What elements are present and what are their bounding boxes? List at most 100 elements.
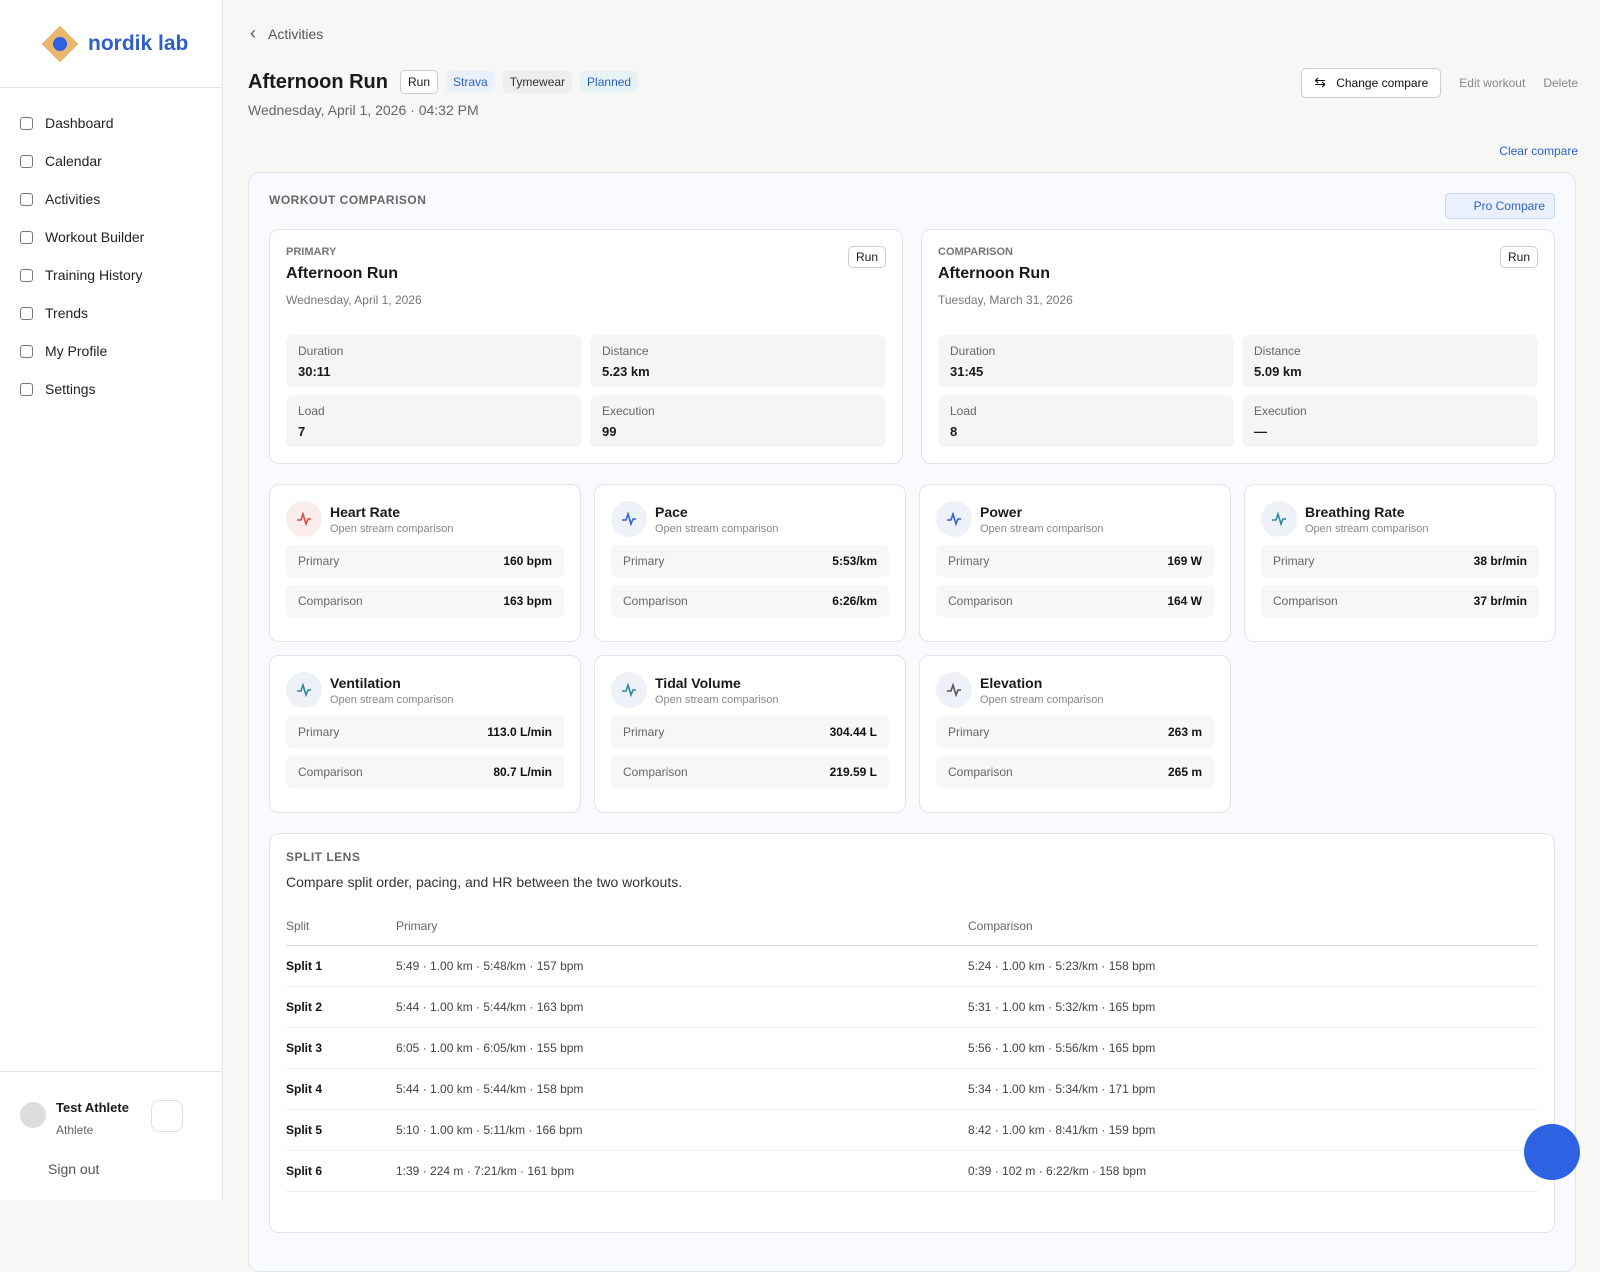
stat-label: Load — [298, 404, 325, 418]
nav-label: Trends — [45, 305, 89, 321]
table-row: Split 2 5:44 · 1.00 km · 5:44/km · 163 bp… — [286, 987, 1538, 1028]
nav-label: Activities — [45, 191, 101, 207]
stream-name: Pace — [655, 503, 688, 520]
stream-name: Elevation — [980, 674, 1043, 691]
workout-title: Afternoon Run — [938, 265, 1050, 282]
user-role: Athlete — [56, 1123, 94, 1137]
row-label: Comparison — [623, 765, 688, 779]
stat: Execution 99 — [590, 395, 886, 447]
stream-name: Ventilation — [330, 674, 401, 691]
nav-item[interactable]: Dashboard — [0, 104, 222, 142]
row-label: Comparison — [298, 594, 363, 608]
nav-item[interactable]: Training History — [0, 256, 222, 294]
tag: Planned — [580, 71, 639, 93]
stream-name: Tidal Volume — [655, 674, 741, 691]
row-label: Primary — [623, 725, 665, 739]
stream-row: Primary 160 bpm — [286, 545, 564, 577]
row-value: 38 br/min — [1473, 554, 1527, 568]
fab[interactable] — [1524, 1124, 1580, 1180]
nav-icon — [20, 344, 33, 358]
comparison-panel: WORKOUT COMPARISON Pro Compare PRIMARY Ru… — [248, 172, 1576, 1272]
stream-card[interactable]: Heart Rate Open stream comparison Primary 1… — [269, 484, 581, 642]
row-label: Primary — [948, 554, 990, 568]
row-label: Primary — [948, 725, 990, 739]
stat: Duration 30:11 — [286, 335, 582, 387]
stream-card[interactable]: Pace Open stream comparison Primary 5:53/km… — [594, 484, 906, 642]
action-button[interactable]: Edit workout — [1459, 76, 1526, 90]
stat: Duration 31:45 — [938, 335, 1234, 387]
stat-label: Distance — [1254, 344, 1301, 358]
nav-item[interactable]: Calendar — [0, 142, 222, 180]
nav-item[interactable]: My Profile — [0, 332, 222, 370]
nav-icon — [20, 154, 33, 168]
icon — [947, 682, 961, 698]
back-link[interactable]: Activities — [248, 23, 323, 44]
stream-head: Tidal Volume Open stream comparison — [611, 672, 889, 708]
actions: Change compare Edit workout Delete — [1301, 68, 1578, 98]
workout-card: COMPARISON Run Afternoon Run Tuesday, March… — [921, 229, 1555, 464]
split-lens: SPLIT LENS Compare split order, pacing, … — [269, 833, 1555, 1233]
stream-title: Power Open stream comparison — [980, 504, 1104, 535]
stat-label: Distance — [602, 344, 649, 358]
table-row: Split 4 5:44 · 1.00 km · 5:44/km · 158 bp… — [286, 1069, 1538, 1110]
table-cell: Split 6 — [286, 1164, 323, 1178]
workout-card: PRIMARY Run Afternoon Run Wednesday, April … — [269, 229, 903, 464]
row-label: Primary — [1273, 554, 1315, 568]
stream-card[interactable]: Ventilation Open stream comparison Primary… — [269, 655, 581, 813]
nav-label: My Profile — [45, 343, 108, 359]
sidebar: nordik lab Dashboard Calendar Activities Wo… — [0, 0, 223, 1200]
stat: Load 8 — [938, 395, 1234, 447]
stream-head: Breathing Rate Open stream comparison — [1261, 501, 1539, 537]
stat-value: 31:45 — [950, 364, 984, 379]
action-button[interactable]: Delete — [1543, 76, 1578, 90]
stream-name: Power — [980, 503, 1023, 520]
stream-icon — [286, 501, 322, 537]
clear-compare[interactable]: Clear compare — [1499, 144, 1578, 158]
nav-item[interactable]: Activities — [0, 180, 222, 218]
sidebar-footer: Test Athlete Athlete Sign out — [0, 1071, 222, 1177]
icon — [622, 511, 636, 527]
stream-row: Comparison 37 br/min — [1261, 585, 1539, 617]
stream-icon — [936, 672, 972, 708]
nav-item[interactable]: Settings — [0, 370, 222, 408]
logo[interactable]: nordik lab — [0, 0, 222, 88]
stream-row: Primary 38 br/min — [1261, 545, 1539, 577]
table-cell: Split 3 — [286, 1041, 323, 1055]
table-row: Split 6 1:39 · 224 m · 7:21/km · 161 bpm 0… — [286, 1151, 1538, 1192]
row-value: 37 br/min — [1473, 594, 1527, 608]
stream-name: Heart Rate — [330, 503, 401, 520]
stat-label: Load — [950, 404, 977, 418]
column-header: Primary — [396, 918, 438, 933]
sign-out[interactable]: Sign out — [48, 1161, 100, 1177]
stream-card[interactable]: Breathing Rate Open stream comparison Prim… — [1244, 484, 1556, 642]
stream-subtitle: Open stream comparison — [1305, 522, 1429, 535]
notifications[interactable] — [150, 1100, 183, 1132]
stat: Distance 5.23 km — [590, 335, 886, 387]
nav-item[interactable]: Trends — [0, 294, 222, 332]
stream-card[interactable]: Elevation Open stream comparison Primary 26… — [919, 655, 1231, 813]
stream-subtitle: Open stream comparison — [655, 522, 779, 535]
action-button[interactable]: Change compare — [1301, 68, 1442, 98]
stream-card[interactable]: Tidal Volume Open stream comparison Primar… — [594, 655, 906, 813]
stat-value: 7 — [298, 424, 306, 439]
stream-title: Heart Rate Open stream comparison — [330, 504, 454, 535]
table-cell: Split 1 — [286, 959, 323, 973]
nav-item[interactable]: Workout Builder — [0, 218, 222, 256]
stream-head: Elevation Open stream comparison — [936, 672, 1214, 708]
pro-compare[interactable]: Pro Compare — [1444, 193, 1555, 219]
table-cell: Split 2 — [286, 1000, 323, 1014]
stream-icon — [611, 501, 647, 537]
nav-icon — [20, 230, 33, 244]
avatar — [20, 1102, 46, 1128]
nav-icon — [20, 306, 33, 320]
table-row: Split 3 6:05 · 1.00 km · 6:05/km · 155 bp… — [286, 1028, 1538, 1069]
row-value: 163 bpm — [503, 594, 552, 608]
workout-sport: Run — [847, 246, 886, 268]
stat: Execution — — [1242, 395, 1538, 447]
table-cell: 5:44 · 1.00 km · 5:44/km · 163 bpm — [396, 1000, 584, 1014]
title-row: Afternoon Run Run Strava Tymewear Planned — [248, 70, 639, 94]
stream-head: Pace Open stream comparison — [611, 501, 889, 537]
table-cell: 5:10 · 1.00 km · 5:11/km · 166 bpm — [396, 1123, 583, 1137]
stream-row: Primary 169 W — [936, 545, 1214, 577]
stream-card[interactable]: Power Open stream comparison Primary 169 W C… — [919, 484, 1231, 642]
